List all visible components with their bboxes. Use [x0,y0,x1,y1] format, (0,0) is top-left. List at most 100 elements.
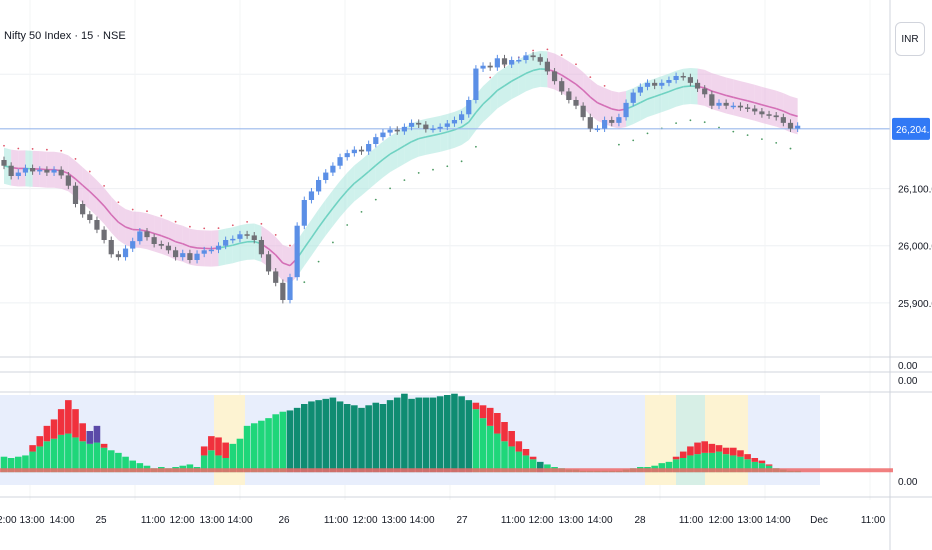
pane-zero-label: 0.00 [898,376,918,387]
histogram-bar-red [765,464,773,466]
histogram-bar [379,404,387,473]
candle [294,225,300,278]
histogram-bar [336,401,344,473]
candle [766,114,772,116]
candle [208,249,214,252]
candle [401,126,407,132]
candle [737,105,744,108]
candle [165,245,172,251]
ma-segment [96,197,105,207]
ma-segment [718,92,727,97]
histogram-bar [250,423,258,473]
histogram-bar [722,454,730,473]
histogram-bar [429,397,437,473]
histogram-bar [301,404,308,473]
histogram-bar [408,398,415,473]
ma-segment [647,95,655,100]
ma-segment [125,226,133,231]
stop-dot [403,179,406,182]
ma-segment [182,243,191,248]
histogram-bar [308,401,315,473]
candle [423,124,429,130]
time-tick-label: 14:00 [765,515,790,526]
histogram-bar [50,438,58,473]
time-tick-label: 13:00 [19,515,44,526]
ma-segment [754,101,763,106]
ma-segment [561,74,570,81]
stop-dot [689,119,692,122]
ma-segment [339,190,348,200]
ma-segment [232,242,241,247]
histogram-bar [215,455,222,473]
candle [194,253,200,260]
candle [151,237,157,244]
candle [795,125,801,129]
stop-dot [632,139,635,142]
histogram-bar-red [86,431,94,444]
stop-dot [460,160,463,163]
stop-dot [31,148,34,150]
candle [680,76,686,78]
candle [201,250,207,254]
histogram-bar-red [515,441,523,452]
candle [759,111,765,115]
candle [44,169,50,173]
stop-dot [389,187,391,190]
histogram-bar [751,461,759,473]
ma-segment [461,121,470,128]
histogram-bar [529,459,537,473]
stop-dot [489,76,492,79]
histogram-bar-red [479,405,487,419]
time-tick-label: 11:00 [501,515,526,526]
histogram-bar-red [100,443,108,448]
histogram-bar-red [93,425,101,443]
stop-dot [546,48,549,51]
ma-segment [575,83,584,91]
ma-segment [353,176,363,184]
histogram-bar-red [737,450,744,457]
histogram-bar [665,461,673,473]
histogram-bar [351,405,358,473]
histogram-bar-red [486,407,494,426]
ma-segment [632,101,641,107]
histogram-bar-red [701,441,708,453]
histogram-bar [679,458,687,473]
ma-segment [611,108,620,112]
stop-dot [332,241,334,244]
time-tick-label: 12:00 [528,515,553,526]
ma-segment [704,87,713,92]
candle [337,157,343,166]
histogram-bar [444,395,451,473]
histogram-bar [236,438,244,473]
symbol-title[interactable]: Nifty 50 Index · 15 · NSE [4,30,126,42]
time-tick-label: 12:00 [0,515,17,526]
stop-dot [703,121,706,124]
candle [673,76,679,80]
histogram-bar [200,455,208,473]
histogram-bar [422,397,430,473]
stop-dot [260,222,263,225]
ma-segment [275,254,284,264]
histogram-bar-red [57,409,65,435]
time-tick-label: 13:00 [199,515,224,526]
histogram-bar [522,455,530,473]
candle [80,204,86,215]
histogram-bar [737,456,744,473]
time-tick-label: 12:00 [169,515,194,526]
stop-dot [160,214,163,217]
ma-segment [489,89,498,99]
candle [694,82,701,89]
ma-segment [39,168,47,171]
histogram-bar [401,393,408,473]
candle [373,137,379,144]
histogram-bar [122,456,129,473]
time-tick-label: 28 [634,515,646,526]
ma-segment [582,89,591,98]
candle [687,77,693,83]
stop-dot [289,244,291,247]
currency-button[interactable]: INR [895,22,925,56]
candle [616,117,622,123]
ma-segment [168,237,176,243]
